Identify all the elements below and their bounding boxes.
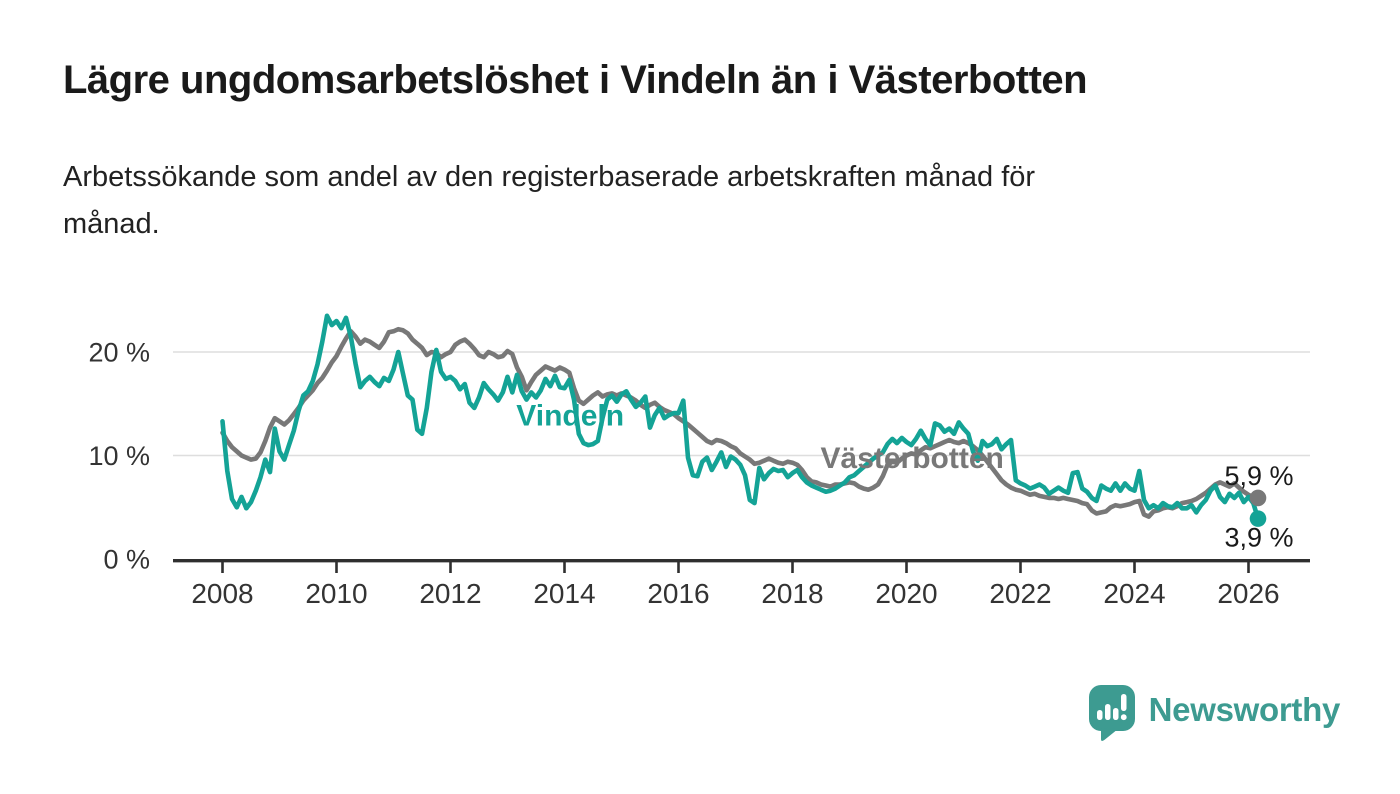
vasterbotten-end-value-label: 5,9 %	[1224, 461, 1293, 491]
subtitle-line-1: Arbetssökande som andel av den registerb…	[63, 161, 1036, 193]
x-tick-label-2016: 2016	[647, 578, 709, 609]
vindeln-end-value-label: 3,9 %	[1224, 523, 1293, 553]
x-tick-label-2012: 2012	[419, 578, 481, 609]
vindeln-end-dot	[1249, 510, 1267, 527]
x-tick-label-2014: 2014	[533, 578, 595, 609]
newsworthy-logo-text: Newsworthy	[1148, 690, 1341, 728]
x-tick-label-2018: 2018	[761, 578, 823, 609]
y-tick-label-20: 20 %	[88, 338, 150, 368]
vindeln-inline-label: Vindeln	[516, 399, 624, 432]
x-tick-label-2024: 2024	[1103, 578, 1165, 609]
vindeln-line	[220, 313, 1261, 521]
vasterbotten-end-dot	[1249, 489, 1267, 507]
vasterbotten-inline-label: Västerbotten	[821, 442, 1004, 475]
speech-bubble-bar-chart-icon	[1088, 685, 1135, 741]
subtitle-line-2: månad.	[63, 208, 160, 240]
x-tick-label-2022: 2022	[989, 578, 1051, 609]
x-tick-label-2026: 2026	[1217, 578, 1279, 609]
x-tick-label-2020: 2020	[875, 578, 937, 609]
newsworthy-logo: Newsworthy	[1088, 684, 1340, 743]
x-tick-label-2010: 2010	[305, 578, 367, 609]
page-subtitle: Arbetssökande som andel av den registerb…	[63, 154, 1313, 248]
x-tick-label-2008: 2008	[191, 578, 253, 609]
page-title: Lägre ungdomsarbetslöshet i Vindeln än i…	[63, 58, 1088, 102]
y-tick-label-0: 0 %	[103, 545, 150, 575]
vasterbotten-line	[220, 326, 1261, 519]
y-tick-label-10: 10 %	[88, 441, 150, 471]
